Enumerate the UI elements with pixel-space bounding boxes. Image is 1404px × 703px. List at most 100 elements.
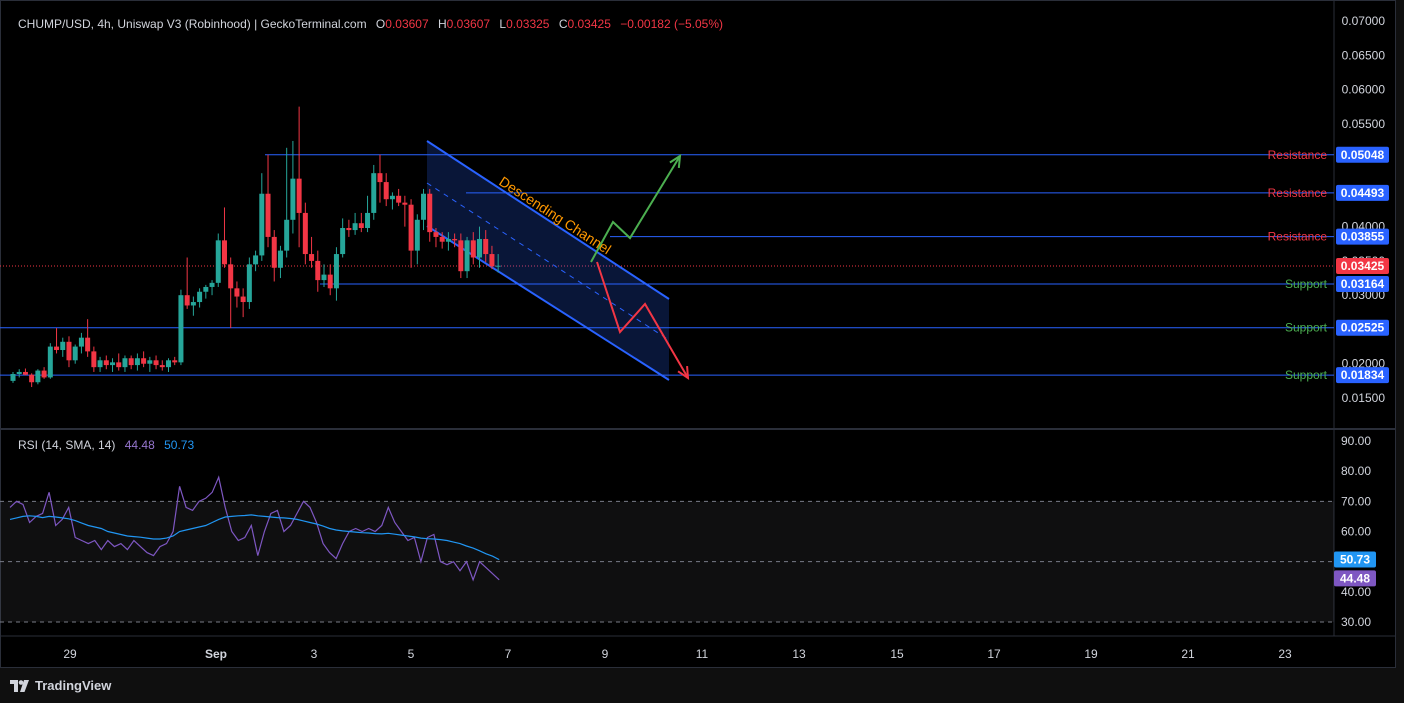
price-tick-label: 0.05500 xyxy=(1342,117,1386,131)
level-price-badge: 0.01834 xyxy=(1336,367,1389,384)
candle-down xyxy=(458,233,464,279)
candle-down xyxy=(483,230,489,263)
channel-fill xyxy=(427,141,669,380)
candle-down xyxy=(327,264,333,296)
time-axis[interactable]: 29 Sep 3 5 7 9 11 13 15 17 19 21 23 xyxy=(63,647,1292,661)
candle-down xyxy=(85,319,91,357)
candle-down xyxy=(439,232,445,249)
time-tick-label: 15 xyxy=(890,647,904,661)
horizontal-levels: Resistance Resistance Resistance Support Sup… xyxy=(0,148,1334,382)
svg-text:0.02525: 0.02525 xyxy=(1341,321,1385,335)
legend-header: CHUMP/USD, 4h, Uniswap V3 (Robinhood) | … xyxy=(18,17,723,31)
candle-up xyxy=(203,284,209,299)
candle-down xyxy=(234,281,240,308)
candle-up xyxy=(122,355,128,372)
candle-down xyxy=(452,233,458,248)
rsi-value-badge: 44.48 xyxy=(1334,570,1376,587)
level-name-resistance: Resistance xyxy=(1268,148,1328,162)
candle-up xyxy=(352,212,358,235)
price-axis[interactable]: 0.070000.065000.060000.055000.045000.040… xyxy=(1342,14,1386,405)
candle-up xyxy=(290,140,296,234)
level-name-support: Support xyxy=(1285,368,1328,382)
high-value: 0.03607 xyxy=(446,17,491,31)
candle-down xyxy=(41,367,47,379)
time-tick-label: 5 xyxy=(408,647,415,661)
candle-down xyxy=(309,236,315,268)
level-price-badge: 0.02525 xyxy=(1336,319,1389,336)
tradingview-brand: TradingView xyxy=(35,678,112,693)
time-tick-label: 13 xyxy=(792,647,806,661)
candle-down xyxy=(54,328,60,354)
candle-down xyxy=(184,257,190,309)
candle-down xyxy=(159,360,165,371)
close-value: 0.03425 xyxy=(567,17,611,31)
rsi-band-background xyxy=(0,500,1334,623)
candle-up xyxy=(134,353,140,371)
symbol-info[interactable]: CHUMP/USD, 4h, Uniswap V3 (Robinhood) | … xyxy=(18,17,367,31)
candle-up xyxy=(340,218,346,258)
high-label: H xyxy=(438,17,447,31)
svg-text:44.48: 44.48 xyxy=(1340,571,1370,585)
candles xyxy=(10,106,501,388)
rsi-title[interactable]: RSI (14, SMA, 14) xyxy=(18,438,116,452)
candle-up xyxy=(110,358,116,372)
candle-down xyxy=(116,353,122,371)
channel-upper-line[interactable] xyxy=(426,140,670,300)
candle-up xyxy=(16,369,22,378)
candle-up xyxy=(147,356,153,372)
level-name-support: Support xyxy=(1285,321,1328,335)
candle-down xyxy=(91,346,97,372)
rsi-legend: RSI (14, SMA, 14) 44.48 50.73 xyxy=(18,438,194,452)
candle-up xyxy=(78,332,84,354)
level-name-resistance: Resistance xyxy=(1268,230,1328,244)
candle-down xyxy=(396,188,402,207)
projection-arrows xyxy=(590,154,690,380)
svg-text:0.05048: 0.05048 xyxy=(1341,148,1385,162)
candle-down xyxy=(296,106,302,248)
time-tick-label: 11 xyxy=(696,647,709,661)
candle-up xyxy=(47,343,53,379)
level-price-badge: 0.05048 xyxy=(1336,146,1389,163)
rsi-axis[interactable]: 90.00 80.00 70.00 60.00 40.00 30.00 xyxy=(1341,434,1371,629)
time-tick-label: 17 xyxy=(987,647,1001,661)
candle-up xyxy=(97,356,103,372)
channel-mid-line xyxy=(426,182,670,341)
candle-up xyxy=(414,214,420,265)
candle-down xyxy=(271,230,277,282)
candle-down xyxy=(29,373,35,388)
rsi-tick-label: 80.00 xyxy=(1341,464,1371,478)
price-tick-label: 0.06000 xyxy=(1342,83,1386,97)
candle-up xyxy=(371,164,377,220)
candle-down xyxy=(408,199,414,268)
candle-up xyxy=(209,280,215,296)
rsi-value: 44.48 xyxy=(124,438,155,452)
open-label: O xyxy=(375,17,386,31)
tradingview-logo[interactable]: TradingView xyxy=(10,678,111,693)
candle-down xyxy=(128,355,134,370)
candle-down xyxy=(402,195,408,227)
svg-text:0.04493: 0.04493 xyxy=(1341,186,1385,200)
candle-down xyxy=(228,257,234,329)
candle-down xyxy=(172,356,178,366)
candle-down xyxy=(427,188,433,242)
svg-text:0.01834: 0.01834 xyxy=(1341,368,1385,382)
change-value: −0.00182 (−5.05%) xyxy=(620,17,723,31)
tradingview-logo-icon xyxy=(10,679,29,692)
bullish-projection-arrow xyxy=(590,154,682,263)
candle-up xyxy=(284,147,290,258)
level-price-badge: 0.03855 xyxy=(1336,228,1389,245)
candle-up xyxy=(445,232,451,251)
svg-text:0.03855: 0.03855 xyxy=(1341,230,1385,244)
candle-up xyxy=(253,250,259,272)
candle-up xyxy=(60,337,66,357)
rsi-sma-value: 50.73 xyxy=(164,438,195,452)
candle-down xyxy=(265,154,271,248)
candle-up xyxy=(246,257,252,309)
time-tick-label: 3 xyxy=(311,647,318,661)
rsi-tick-label: 70.00 xyxy=(1341,494,1371,508)
rsi-tick-label: 30.00 xyxy=(1341,615,1371,629)
candle-down xyxy=(346,219,352,237)
level-name-resistance: Resistance xyxy=(1268,186,1328,200)
candle-up xyxy=(72,344,78,364)
